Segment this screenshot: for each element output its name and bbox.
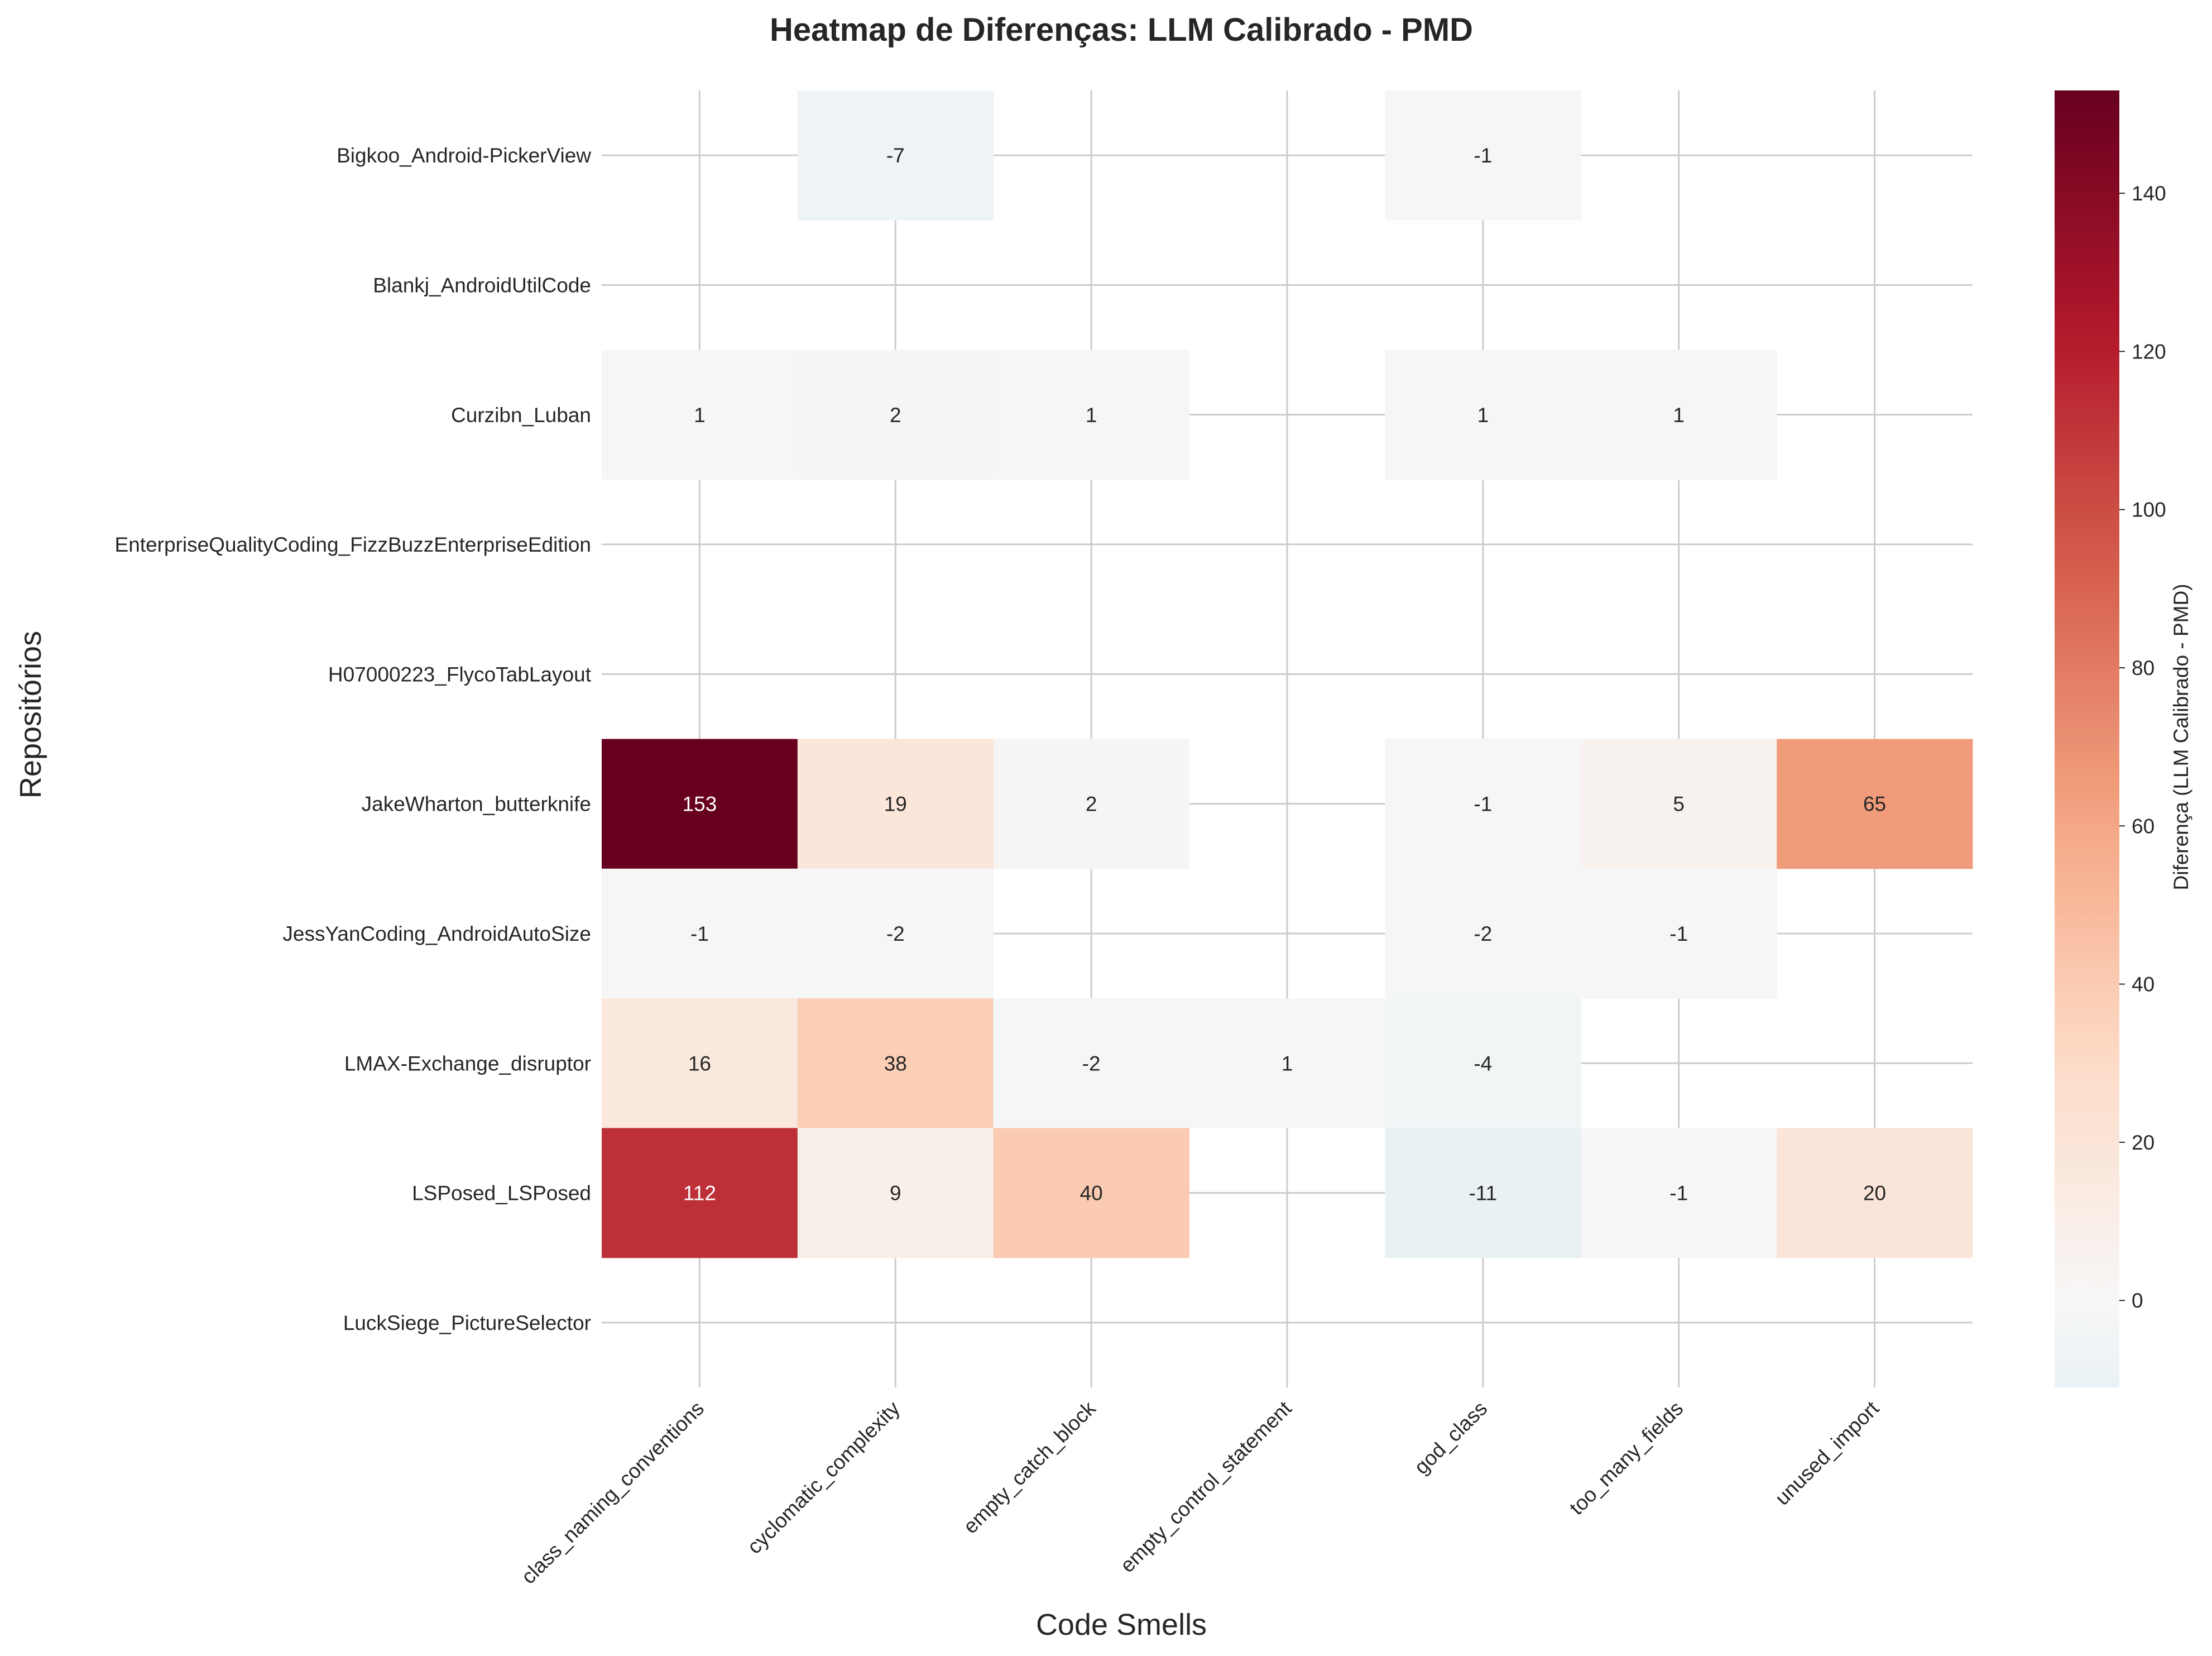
heatmap-cell bbox=[602, 1128, 798, 1258]
colorbar-label: Diferença (LLM Calibrado - PMD) bbox=[2170, 583, 2192, 890]
heatmap-cell bbox=[1385, 868, 1581, 999]
colorbar-tick-label: 80 bbox=[2132, 657, 2155, 679]
heatmap-cell bbox=[602, 998, 798, 1128]
heatmap-cell bbox=[993, 739, 1190, 869]
cell-value-label: -2 bbox=[1474, 922, 1492, 945]
cell-value-label: 1 bbox=[1282, 1052, 1293, 1075]
heatmap-cell bbox=[1385, 1128, 1581, 1258]
heatmap-cell bbox=[797, 1128, 994, 1258]
heatmap-cell bbox=[993, 350, 1190, 480]
cell-value-label: 20 bbox=[1863, 1182, 1886, 1205]
y-tick-label: LMAX-Exchange_disruptor bbox=[344, 1052, 591, 1075]
cell-value-label: 1 bbox=[694, 404, 706, 427]
cell-value-label: 1 bbox=[1673, 404, 1685, 427]
x-axis-label: Code Smells bbox=[1036, 1608, 1207, 1641]
cell-value-label: 5 bbox=[1673, 793, 1685, 816]
heatmap-cell bbox=[1581, 350, 1777, 480]
heatmap-cell bbox=[602, 739, 798, 869]
cell-value-label: -11 bbox=[1469, 1182, 1497, 1205]
heatmap-cell bbox=[1581, 868, 1777, 999]
heatmap-cell bbox=[1385, 998, 1581, 1128]
colorbar-bar bbox=[2055, 90, 2119, 1387]
heatmap-cell bbox=[1189, 998, 1385, 1128]
chart-title: Heatmap de Diferenças: LLM Calibrado - P… bbox=[770, 12, 1473, 48]
y-tick-label: LSPosed_LSPosed bbox=[412, 1182, 591, 1205]
y-axis-ticks: Bigkoo_Android-PickerView Blankj_AndroidU… bbox=[115, 144, 592, 1334]
cell-value-label: 9 bbox=[890, 1182, 901, 1205]
heatmap-cell bbox=[1581, 1128, 1777, 1258]
heatmap-cell bbox=[1385, 350, 1581, 480]
heatmap-cell bbox=[1777, 1128, 1973, 1258]
heatmap-cell bbox=[797, 739, 994, 869]
y-tick-label: Bigkoo_Android-PickerView bbox=[337, 144, 591, 167]
heatmap-cell bbox=[797, 998, 994, 1128]
y-tick-label: LuckSiege_PictureSelector bbox=[343, 1312, 591, 1334]
heatmap-cell bbox=[1385, 739, 1581, 869]
heatmap-cell bbox=[993, 1128, 1190, 1258]
y-axis-label: Repositórios bbox=[14, 631, 47, 798]
heatmap-cell bbox=[993, 998, 1190, 1128]
colorbar-tick-label: 0 bbox=[2132, 1289, 2143, 1312]
y-tick-label: H07000223_FlycoTabLayout bbox=[328, 663, 592, 686]
y-tick-label: JakeWharton_butterknife bbox=[362, 793, 591, 816]
colorbar-tick-label: 140 bbox=[2132, 182, 2166, 205]
cell-value-label: 19 bbox=[884, 793, 907, 816]
heatmap-cell bbox=[797, 90, 994, 221]
cell-value-label: -1 bbox=[1474, 144, 1492, 167]
colorbar-tick-label: 120 bbox=[2132, 340, 2166, 363]
colorbar: 0 20 40 60 80 100 120 140 bbox=[2055, 90, 2166, 1387]
y-tick-label: Curzibn_Luban bbox=[451, 404, 591, 427]
heatmap-cell bbox=[1581, 739, 1777, 869]
colorbar-tick-label: 60 bbox=[2132, 815, 2155, 837]
y-tick-label: EnterpriseQualityCoding_FizzBuzzEnterpri… bbox=[115, 533, 591, 556]
cell-value-label: -1 bbox=[1474, 793, 1492, 816]
y-tick-label: Blankj_AndroidUtilCode bbox=[373, 274, 591, 296]
colorbar-tick-label: 20 bbox=[2132, 1131, 2155, 1154]
cell-value-label: -1 bbox=[690, 922, 709, 945]
colorbar-tick-label: 100 bbox=[2132, 499, 2166, 521]
cell-value-label: -7 bbox=[886, 144, 905, 167]
cell-value-label: 40 bbox=[1080, 1182, 1103, 1205]
cell-value-label: 65 bbox=[1863, 793, 1886, 816]
cell-value-label: -1 bbox=[1669, 922, 1688, 945]
heatmap-cell bbox=[1777, 739, 1973, 869]
cell-value-label: -2 bbox=[886, 922, 905, 945]
heatmap-cell bbox=[602, 868, 798, 999]
heatmap-cell bbox=[602, 350, 798, 480]
cell-value-label: 1 bbox=[1477, 404, 1489, 427]
cell-value-label: -2 bbox=[1082, 1052, 1101, 1075]
colorbar-tick-label: 40 bbox=[2132, 973, 2155, 996]
cell-value-label: 2 bbox=[890, 404, 901, 427]
cell-value-label: 16 bbox=[688, 1052, 711, 1075]
cell-value-label: 153 bbox=[683, 793, 717, 816]
cell-value-label: 112 bbox=[683, 1182, 716, 1205]
cell-value-label: -4 bbox=[1474, 1052, 1492, 1075]
heatmap-cell bbox=[797, 868, 994, 999]
cell-value-label: -1 bbox=[1669, 1182, 1688, 1205]
heatmap-cell bbox=[1385, 90, 1581, 221]
heatmap-cells bbox=[602, 90, 1973, 1258]
cell-value-label: 38 bbox=[884, 1052, 907, 1075]
heatmap-cell bbox=[797, 350, 994, 480]
cell-value-label: 1 bbox=[1086, 404, 1097, 427]
cell-value-label: 2 bbox=[1086, 793, 1097, 816]
y-tick-label: JessYanCoding_AndroidAutoSize bbox=[282, 922, 591, 945]
